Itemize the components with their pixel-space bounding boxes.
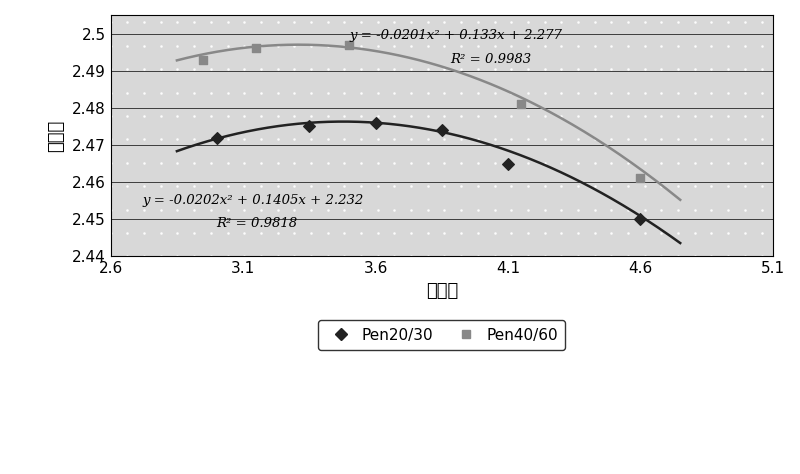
Text: y = -0.0201x² + 0.133x + 2.277: y = -0.0201x² + 0.133x + 2.277 <box>349 29 562 42</box>
Point <box>435 127 448 134</box>
Y-axis label: 干密度: 干密度 <box>47 119 65 152</box>
Point <box>210 134 223 141</box>
Point <box>502 160 514 167</box>
Legend: Pen20/30, Pen40/60: Pen20/30, Pen40/60 <box>318 320 566 350</box>
Point <box>342 41 355 48</box>
Point <box>515 100 528 108</box>
Point <box>197 56 210 64</box>
Point <box>250 45 262 52</box>
Text: R² = 0.9983: R² = 0.9983 <box>450 53 531 66</box>
Point <box>303 123 316 130</box>
Text: R² = 0.9818: R² = 0.9818 <box>217 218 298 230</box>
Text: y = -0.0202x² + 0.1405x + 2.232: y = -0.0202x² + 0.1405x + 2.232 <box>142 194 364 208</box>
Point <box>369 119 382 127</box>
Point <box>634 216 647 223</box>
Point <box>634 174 647 182</box>
X-axis label: 油石比: 油石比 <box>426 282 458 300</box>
